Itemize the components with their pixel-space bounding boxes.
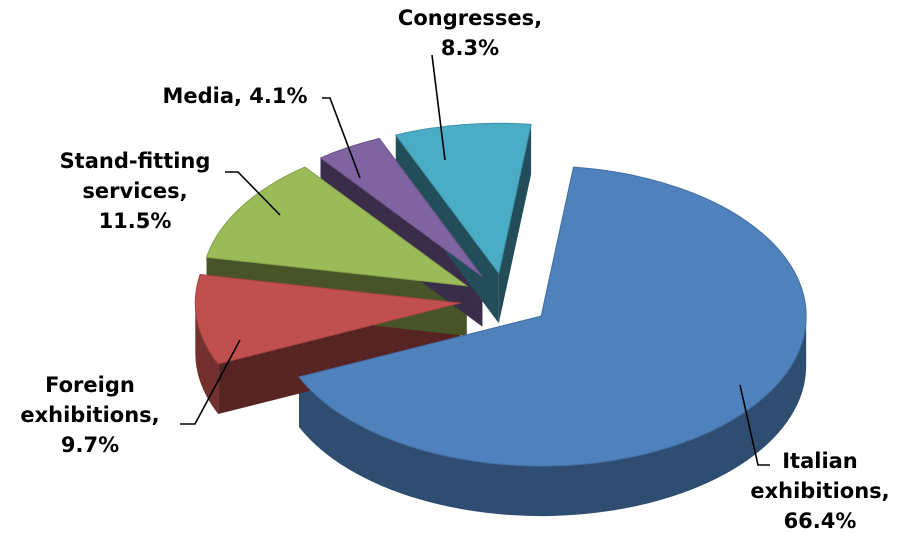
data-label: Media, 4.1% <box>162 84 307 108</box>
leader-line <box>739 384 770 466</box>
leader-line <box>225 171 281 216</box>
leader-line <box>322 97 361 179</box>
leader-line <box>431 54 446 161</box>
leader-line <box>180 339 241 425</box>
data-label: Stand-fitting services, 11.5% <box>60 149 211 233</box>
pie-slice-italian-exhibitions <box>298 166 807 467</box>
pie-slice-foreign-exhibitions <box>194 273 461 365</box>
pie-slice-stand-fitting-services <box>205 166 469 287</box>
pie-slice-congresses <box>394 122 532 275</box>
data-label: Italian exhibitions, 66.4% <box>750 449 889 533</box>
data-label: Congresses, 8.3% <box>398 6 542 60</box>
data-label: Foreign exhibitions, 9.7% <box>20 373 159 457</box>
